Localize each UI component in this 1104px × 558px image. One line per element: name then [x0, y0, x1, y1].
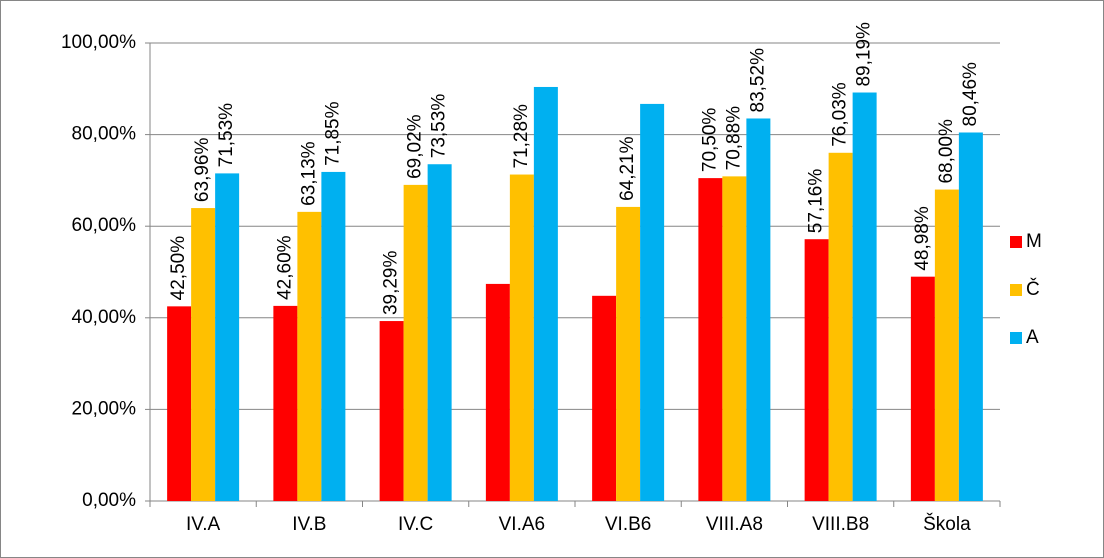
x-tick-label: VI.A6 [499, 514, 545, 535]
data-label: 39,29% [381, 251, 402, 316]
y-tick-label: 20,00% [72, 398, 137, 419]
data-label: 57,16% [806, 169, 827, 234]
bar [804, 239, 829, 501]
data-label: 63,13% [298, 141, 319, 206]
data-label: 70,88% [723, 106, 744, 171]
data-label: 76,03% [830, 82, 851, 147]
bar [934, 189, 959, 501]
bar [828, 152, 853, 501]
legend-swatch [1010, 236, 1022, 248]
bar [273, 305, 298, 501]
data-label: 68,00% [936, 119, 957, 184]
data-label: 42,60% [274, 235, 295, 300]
data-label: 73,53% [429, 94, 450, 159]
y-tick-label: 0,00% [82, 490, 136, 511]
x-tick-label: VIII.B8 [812, 514, 869, 535]
bar [533, 86, 558, 501]
data-label: 70,50% [699, 108, 720, 173]
x-tick-label: Škola [923, 513, 971, 535]
bar [215, 173, 240, 502]
data-label: 64,21% [617, 136, 638, 201]
legend-swatch [1010, 332, 1022, 344]
bar [722, 176, 747, 501]
y-tick-label: 100,00% [61, 32, 136, 53]
data-label: 71,85% [322, 101, 343, 166]
bar [910, 276, 935, 501]
x-tick-label: VIII.A8 [706, 514, 763, 535]
bar [616, 206, 641, 501]
bar [852, 92, 877, 501]
bar [167, 306, 192, 501]
x-tick-label: IV.B [292, 514, 326, 535]
data-label: 71,53% [216, 103, 237, 168]
bar [698, 178, 723, 502]
bar [592, 295, 617, 501]
data-label: 80,46% [960, 62, 981, 127]
x-tick-label: VI.B6 [605, 514, 651, 535]
bar [321, 171, 346, 501]
x-tick-label: IV.C [398, 514, 433, 535]
bar [485, 283, 510, 501]
data-label: 89,19% [854, 22, 875, 87]
data-label: 42,50% [168, 236, 189, 301]
x-tick-label: IV.A [186, 514, 220, 535]
y-tick-label: 80,00% [72, 124, 137, 145]
bar [509, 174, 534, 501]
data-label: 69,02% [405, 114, 426, 179]
bar [640, 103, 665, 501]
bar [297, 211, 322, 501]
data-label: 71,28% [511, 104, 532, 169]
data-label: 48,98% [912, 206, 933, 271]
bar [379, 321, 404, 501]
data-label: 63,96% [192, 138, 213, 203]
data-label: 83,52% [747, 48, 768, 113]
bar [958, 132, 983, 501]
y-tick-label: 60,00% [72, 215, 137, 236]
legend-swatch [1010, 284, 1022, 296]
bar [746, 118, 771, 502]
bar [191, 208, 216, 501]
legend-label: M [1026, 231, 1042, 252]
y-tick-label: 40,00% [72, 307, 137, 328]
legend-label: A [1026, 327, 1039, 348]
bar [403, 184, 428, 501]
legend-label: Č [1026, 278, 1040, 300]
bar [427, 164, 452, 501]
